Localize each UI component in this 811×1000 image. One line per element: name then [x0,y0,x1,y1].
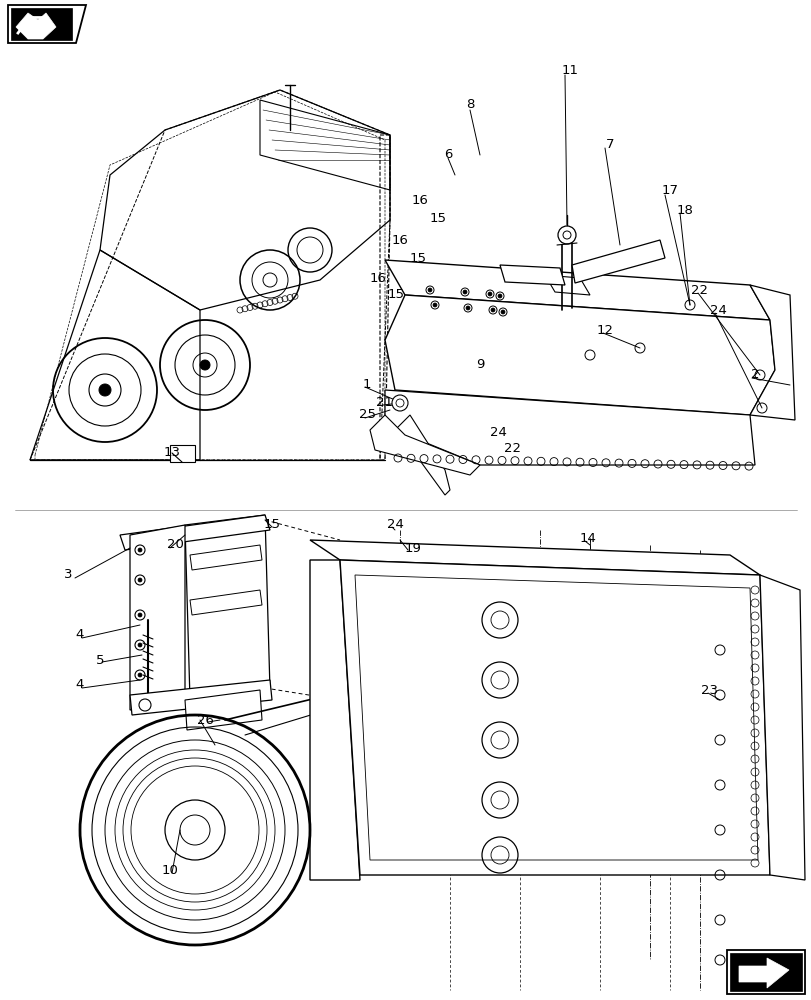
Text: 22: 22 [504,442,521,454]
Polygon shape [354,575,757,860]
Text: 15: 15 [409,251,426,264]
Text: 26: 26 [196,714,213,726]
Circle shape [138,643,142,647]
Circle shape [500,310,504,314]
Text: 8: 8 [466,99,474,111]
Circle shape [138,673,142,677]
Polygon shape [11,8,72,40]
Text: 3: 3 [64,568,72,582]
Text: 24: 24 [386,518,403,530]
Polygon shape [340,560,769,875]
Text: 24: 24 [709,304,726,316]
Text: 23: 23 [701,684,718,696]
Text: 15: 15 [429,212,446,225]
Polygon shape [310,540,759,575]
Polygon shape [185,690,262,730]
Text: 25: 25 [359,408,376,422]
Text: 4: 4 [75,678,84,692]
Polygon shape [190,545,262,570]
Polygon shape [384,390,754,465]
Text: 17: 17 [661,184,678,196]
Circle shape [466,306,470,310]
Circle shape [392,395,407,411]
Text: 7: 7 [605,138,613,151]
Text: 13: 13 [163,446,180,460]
Polygon shape [169,445,195,462]
Text: 1: 1 [363,378,371,391]
Polygon shape [571,240,664,283]
Polygon shape [738,958,788,988]
Polygon shape [394,415,449,495]
Circle shape [497,294,501,298]
Circle shape [99,384,111,396]
Polygon shape [384,295,774,415]
Polygon shape [16,13,56,39]
Text: 20: 20 [166,538,183,552]
Text: 15: 15 [387,288,404,302]
Text: 2: 2 [750,368,758,381]
Polygon shape [384,260,769,320]
Polygon shape [544,275,590,295]
Circle shape [138,613,142,617]
Circle shape [200,360,210,370]
Polygon shape [8,5,86,43]
Polygon shape [130,525,185,710]
Text: 24: 24 [489,426,506,438]
Text: 22: 22 [691,284,708,296]
Polygon shape [310,560,359,880]
Text: 15: 15 [264,518,280,530]
Circle shape [487,292,491,296]
Circle shape [138,578,142,582]
Text: 10: 10 [161,863,178,876]
Polygon shape [190,590,262,615]
Polygon shape [120,515,270,550]
Polygon shape [759,575,804,880]
Text: 14: 14 [579,532,596,544]
Text: 16: 16 [411,194,428,207]
Text: 16: 16 [391,233,408,246]
Circle shape [427,288,431,292]
Text: 6: 6 [444,148,452,161]
Text: 5: 5 [96,654,104,666]
Text: 4: 4 [75,629,84,642]
Polygon shape [729,953,801,991]
Text: 11: 11 [561,64,577,77]
Text: 12: 12 [596,324,613,336]
Polygon shape [500,265,564,285]
Polygon shape [130,680,272,715]
Circle shape [432,303,436,307]
Text: 9: 9 [475,359,483,371]
Circle shape [491,308,495,312]
Polygon shape [726,950,804,994]
Circle shape [138,548,142,552]
Circle shape [462,290,466,294]
Polygon shape [370,415,479,475]
Text: 16: 16 [369,271,386,284]
Text: 18: 18 [676,204,693,217]
Polygon shape [749,285,794,420]
Text: 19: 19 [404,542,421,554]
Text: 21: 21 [376,395,393,408]
Polygon shape [185,515,270,700]
